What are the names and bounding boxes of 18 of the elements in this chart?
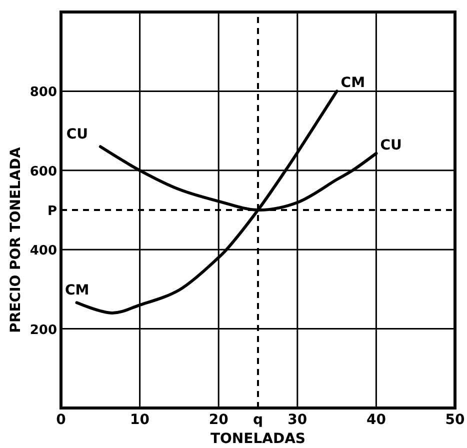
y-tick-label: 600: [30, 164, 57, 180]
x-axis-title: TONELADAS: [210, 431, 306, 447]
x-tick-label: 40: [366, 412, 386, 428]
text: CU: [66, 126, 88, 143]
x-tick-label: 30: [288, 412, 308, 428]
series-label: CU: [380, 137, 402, 154]
y-tick-label: 400: [30, 244, 57, 259]
ref-line-label: q: [252, 412, 264, 428]
y-tick-label: 200: [30, 322, 57, 338]
ref-line-label: P: [47, 204, 57, 219]
y-tick-label: 800: [30, 85, 57, 100]
x-tick-label: 20: [208, 412, 229, 428]
series-label: CM: [340, 75, 366, 92]
x-tick-label: 10: [130, 412, 150, 428]
x-tick-label: 50: [445, 412, 465, 428]
text: CM: [65, 282, 90, 299]
x-tick-label: 0: [56, 412, 66, 428]
y-axis-title: PRECIO POR TONELADA: [8, 147, 24, 333]
